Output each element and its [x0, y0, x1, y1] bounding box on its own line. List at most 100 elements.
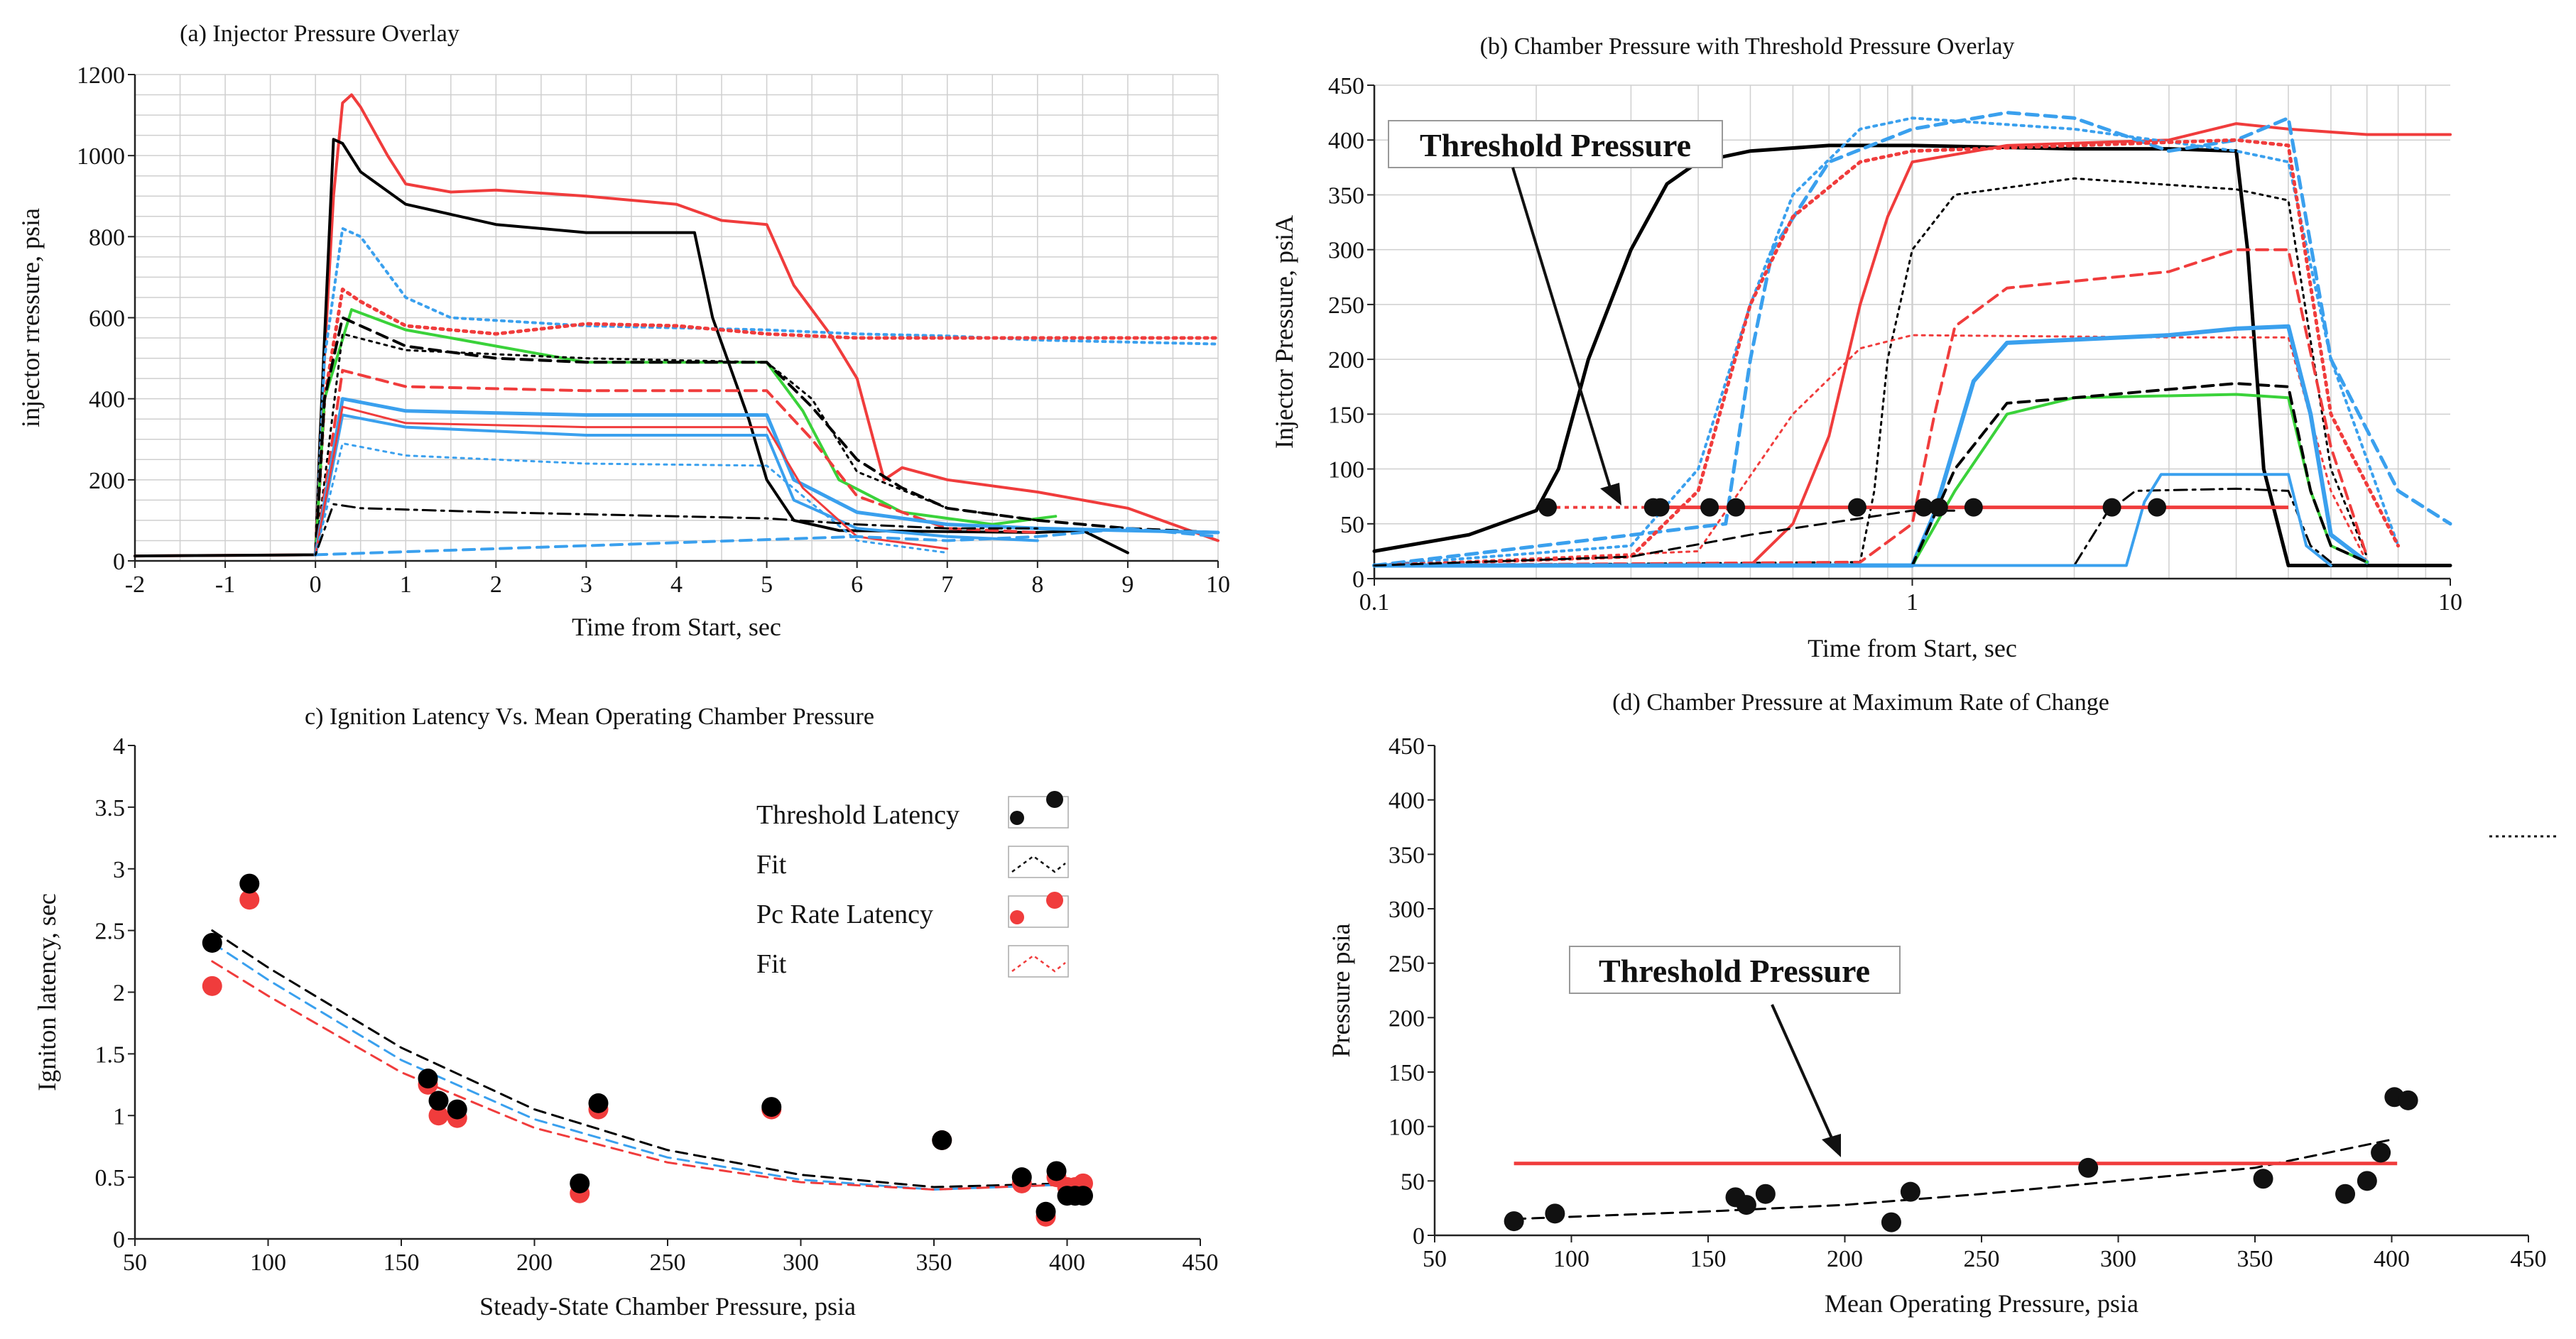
x-axis-label: Time from Start, sec	[1808, 634, 2017, 662]
data-point	[1900, 1181, 1920, 1202]
series-line	[134, 503, 1039, 557]
chart-title: (a) Injector Pressure Overlay	[180, 21, 460, 47]
series-line	[1372, 138, 2401, 567]
series-line	[1373, 393, 2369, 567]
y-tick-label: 0.5	[95, 1165, 126, 1191]
series-line	[314, 226, 1219, 557]
x-tick-label: 1	[1906, 589, 1918, 616]
x-tick-label: 450	[1183, 1250, 1219, 1276]
x-tick-label: 6	[851, 572, 863, 598]
series-line	[314, 368, 1039, 557]
series-line	[313, 288, 1220, 557]
series-line	[314, 308, 1058, 557]
x-tick-label: 300	[2100, 1246, 2136, 1272]
y-tick-label: 250	[1388, 951, 1425, 978]
threshold-marker	[1700, 498, 1719, 517]
data-point	[1545, 1203, 1565, 1224]
data-point	[1011, 1167, 1032, 1188]
y-axis-label: Injector Pressure, psiA	[1270, 215, 1298, 449]
data-point	[447, 1099, 467, 1120]
legend-fit-red	[1011, 954, 1066, 973]
annotation-arrow-line	[1511, 167, 1612, 491]
x-axis-label: Mean Operating Pressure, psia	[1825, 1289, 2138, 1318]
y-axis-label: Igniton latency, sec	[33, 893, 61, 1091]
legend-label: Fit	[756, 850, 787, 880]
series-line	[1373, 116, 2400, 567]
y-tick-label: 1	[113, 1103, 125, 1130]
data-point	[1504, 1211, 1524, 1232]
y-tick-label: 600	[89, 306, 125, 332]
series-line	[314, 332, 1039, 556]
x-tick-label: 350	[2237, 1246, 2273, 1272]
legend-marker-rate	[1046, 892, 1063, 909]
fit-line	[211, 960, 1068, 1191]
y-tick-label: 200	[1328, 347, 1364, 373]
legend-swatch	[1008, 945, 1069, 978]
data-point	[1036, 1201, 1056, 1222]
data-point	[2357, 1171, 2377, 1191]
x-tick-label: 300	[783, 1250, 819, 1276]
y-tick-label: 3	[113, 857, 125, 883]
y-tick-label: 150	[1388, 1060, 1425, 1086]
data-point	[932, 1130, 952, 1150]
annotation-label: Threshold Pressure	[1599, 953, 1870, 989]
x-tick-label: 7	[941, 572, 953, 598]
data-point	[428, 1091, 449, 1111]
threshold-marker	[1929, 498, 1948, 517]
y-tick-label: 450	[1328, 73, 1364, 99]
fit-line	[211, 941, 1068, 1191]
x-tick-label: 400	[1049, 1250, 1085, 1276]
data-point	[202, 933, 222, 953]
y-axis-label: Pressure psia	[1327, 923, 1355, 1057]
y-tick-label: 200	[1388, 1005, 1425, 1032]
data-point	[239, 873, 260, 894]
x-axis-label: Steady-State Chamber Pressure, psia	[479, 1292, 856, 1321]
fit-line	[211, 929, 1068, 1188]
y-tick-label: 50	[1340, 512, 1364, 538]
x-tick-label: 3	[580, 572, 592, 598]
data-point	[1046, 1161, 1067, 1181]
series-line	[314, 442, 949, 556]
series-line	[1372, 111, 2452, 567]
y-tick-label: 1200	[77, 62, 125, 89]
legend-marker-threshold	[1010, 811, 1024, 825]
x-tick-label: 50	[123, 1250, 147, 1276]
y-tick-label: 2.5	[95, 919, 126, 945]
y-tick-label: 200	[89, 468, 125, 494]
y-tick-label: 4	[113, 733, 125, 760]
data-point	[2335, 1184, 2356, 1204]
y-tick-label: 800	[89, 224, 125, 251]
series-line	[313, 397, 1220, 557]
data-point	[761, 1097, 782, 1117]
annotation-arrow-line	[1771, 1004, 1834, 1140]
y-tick-label: 100	[1388, 1115, 1425, 1141]
x-tick-label: 150	[1690, 1246, 1727, 1272]
annotation-arrow-head	[1822, 1134, 1841, 1157]
data-point	[202, 975, 222, 996]
data-point	[2398, 1090, 2418, 1110]
x-tick-label: 9	[1121, 572, 1134, 598]
y-tick-label: 0	[113, 549, 125, 575]
legend-swatch	[1008, 895, 1069, 928]
y-tick-label: 100	[1328, 457, 1364, 483]
data-point	[2371, 1142, 2391, 1163]
series-line	[314, 413, 1039, 557]
x-tick-label: 10	[2438, 589, 2462, 616]
y-tick-label: 300	[1328, 238, 1364, 264]
x-tick-label: 0.1	[1359, 589, 1390, 616]
legend-fit-black	[1011, 855, 1066, 873]
y-tick-label: 50	[1401, 1169, 1425, 1195]
threshold-marker	[1964, 498, 1983, 517]
x-tick-label: 400	[2374, 1246, 2410, 1272]
x-tick-label: 450	[2511, 1246, 2547, 1272]
chart-title: (d) Chamber Pressure at Maximum Rate of …	[1612, 689, 2109, 716]
y-tick-label: 2	[113, 980, 125, 1007]
legend-label: Fit	[756, 949, 787, 979]
threshold-marker	[1538, 498, 1558, 517]
data-point	[418, 1069, 438, 1089]
series-line	[1372, 324, 2369, 568]
threshold-marker	[2148, 498, 2167, 517]
annotation-box	[1388, 120, 1723, 168]
series-line	[1373, 122, 2452, 567]
series-line	[1373, 177, 2369, 567]
